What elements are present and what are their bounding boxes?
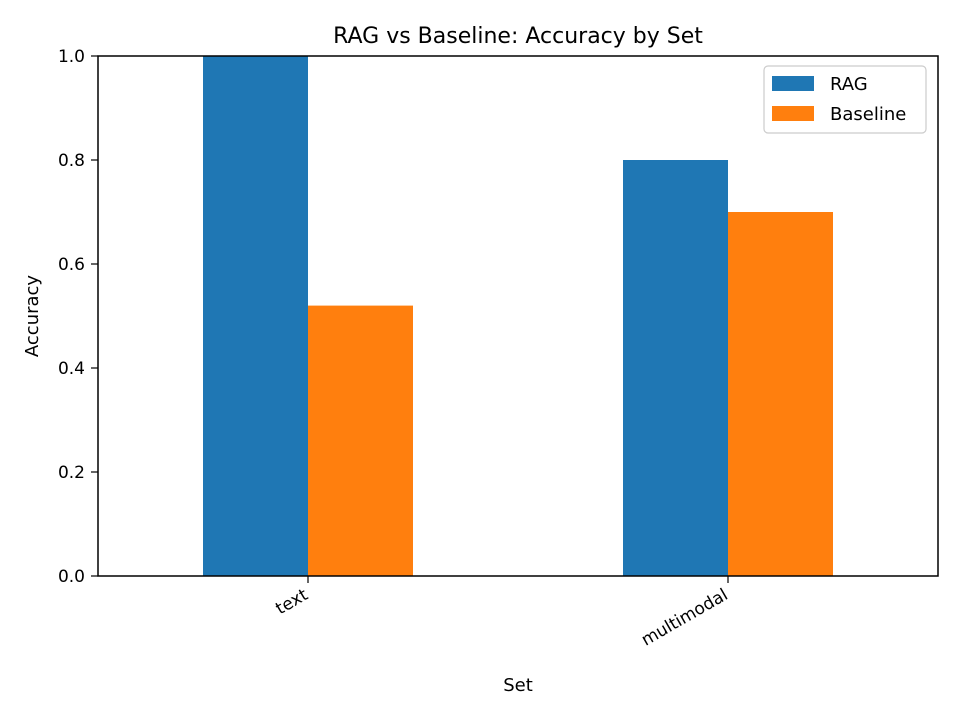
legend-label-rag: RAG [830, 74, 868, 95]
bar-baseline-text [308, 305, 413, 576]
plot-frame [97, 55, 939, 577]
bar-baseline-multimodal [728, 212, 833, 576]
legend: RAG Baseline [763, 65, 927, 134]
y-tick-label: 0.2 [58, 463, 85, 483]
bar-rag-multimodal [623, 160, 728, 576]
legend-swatch-baseline [772, 106, 814, 121]
y-tick-label: 0.0 [58, 567, 85, 587]
y-tick-label: 0.6 [58, 255, 85, 275]
y-axis-label: Accuracy [22, 275, 43, 358]
y-tick-label: 0.4 [58, 359, 85, 379]
chart-title: RAG vs Baseline: Accuracy by Set [333, 24, 703, 49]
bars [203, 56, 833, 576]
y-tick-label: 1.0 [58, 47, 85, 67]
bar-rag-text [203, 56, 308, 576]
y-axis: 0.0 0.2 0.4 0.6 0.8 1.0 [58, 47, 98, 587]
x-axis-label: Set [503, 675, 533, 696]
y-tick-label: 0.8 [58, 151, 85, 171]
legend-swatch-rag [772, 76, 814, 91]
legend-label-baseline: Baseline [830, 104, 906, 125]
